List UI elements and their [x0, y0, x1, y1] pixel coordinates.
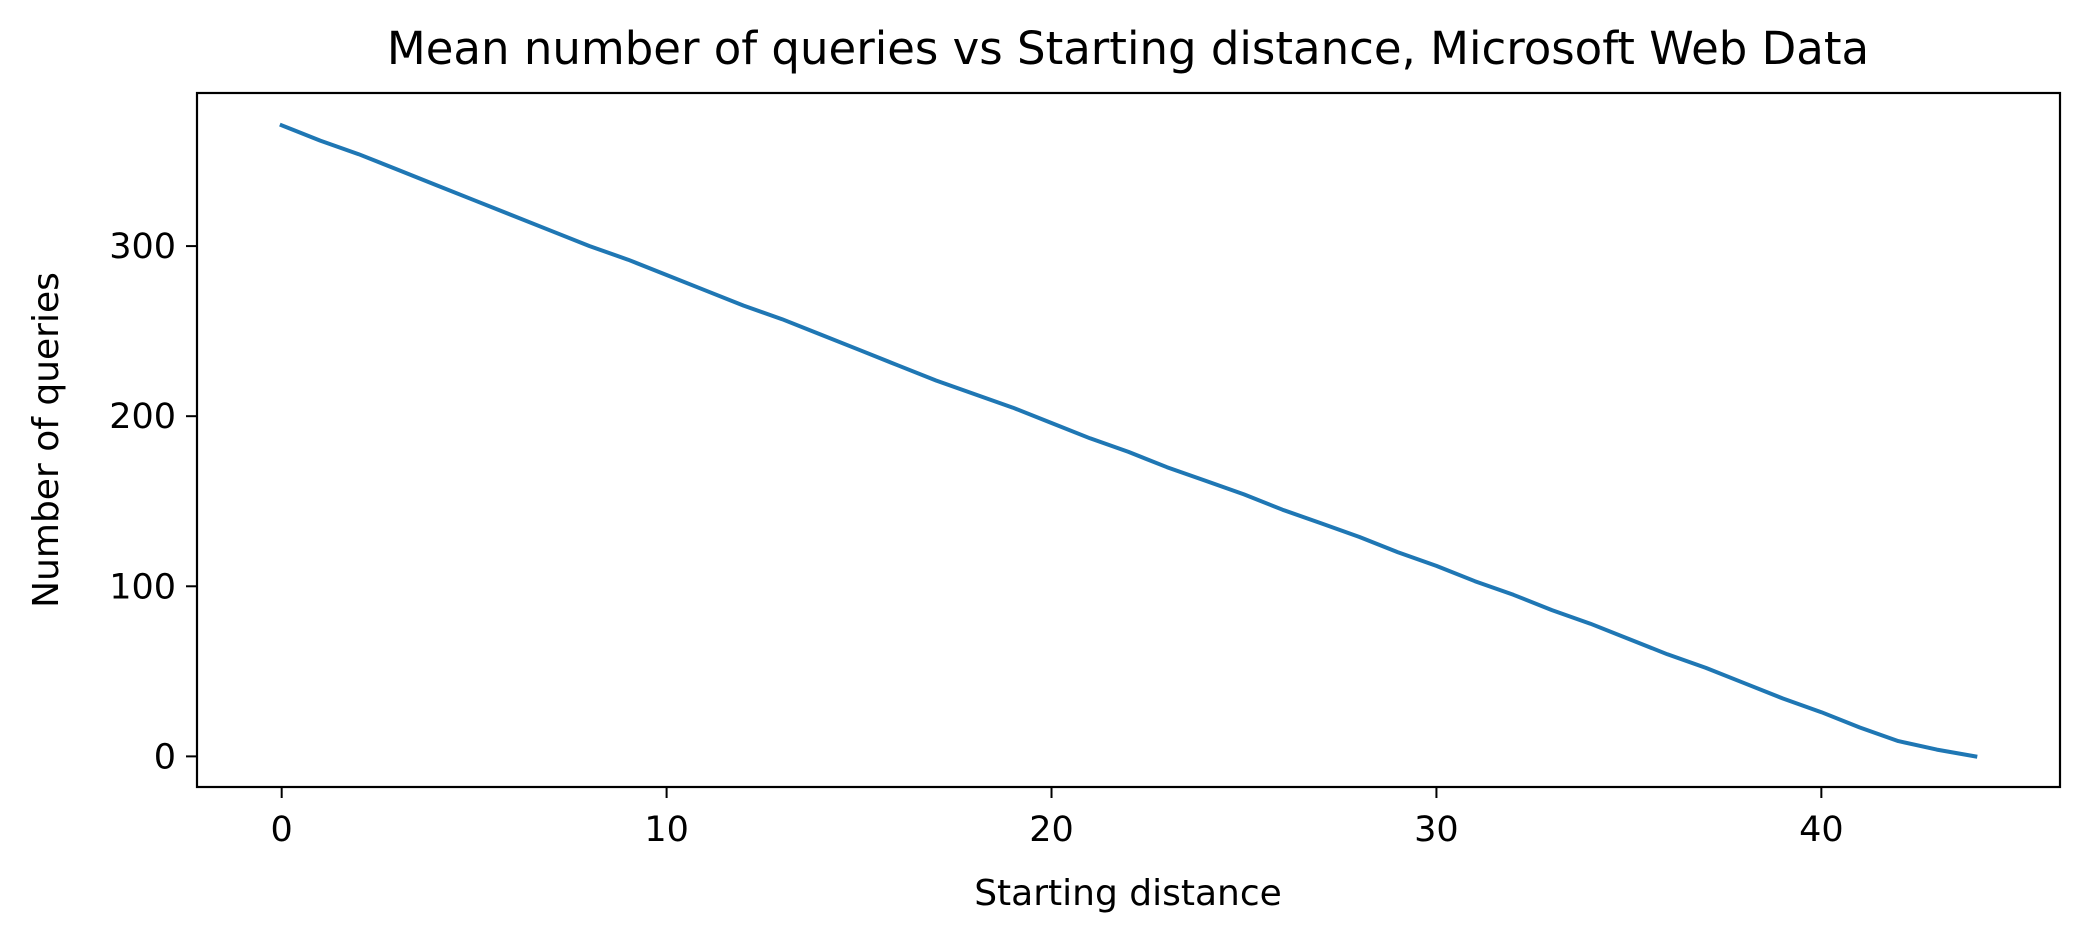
x-tick-label: 0 — [271, 810, 293, 850]
chart-title: Mean number of queries vs Starting dista… — [387, 22, 1869, 75]
x-axis-label: Starting distance — [974, 873, 1282, 914]
plot-area — [195, 91, 2062, 789]
plot-frame — [195, 91, 2062, 789]
series-layer — [279, 122, 1978, 759]
y-tick-label: 100 — [109, 567, 176, 607]
x-tick-label: 40 — [1799, 810, 1844, 850]
x-tick-label: 30 — [1414, 810, 1459, 850]
y-axis: 0 100 200 300 — [109, 227, 197, 777]
y-tick-label: 0 — [154, 737, 176, 777]
y-axis-label: Number of queries — [26, 272, 67, 608]
x-tick-label: 10 — [644, 810, 689, 850]
y-tick-label: 200 — [109, 397, 176, 437]
series-line — [279, 122, 1978, 759]
x-tick-label: 20 — [1029, 810, 1074, 850]
x-axis: 0 10 20 30 40 — [271, 787, 1844, 850]
y-tick-label: 300 — [109, 227, 176, 267]
